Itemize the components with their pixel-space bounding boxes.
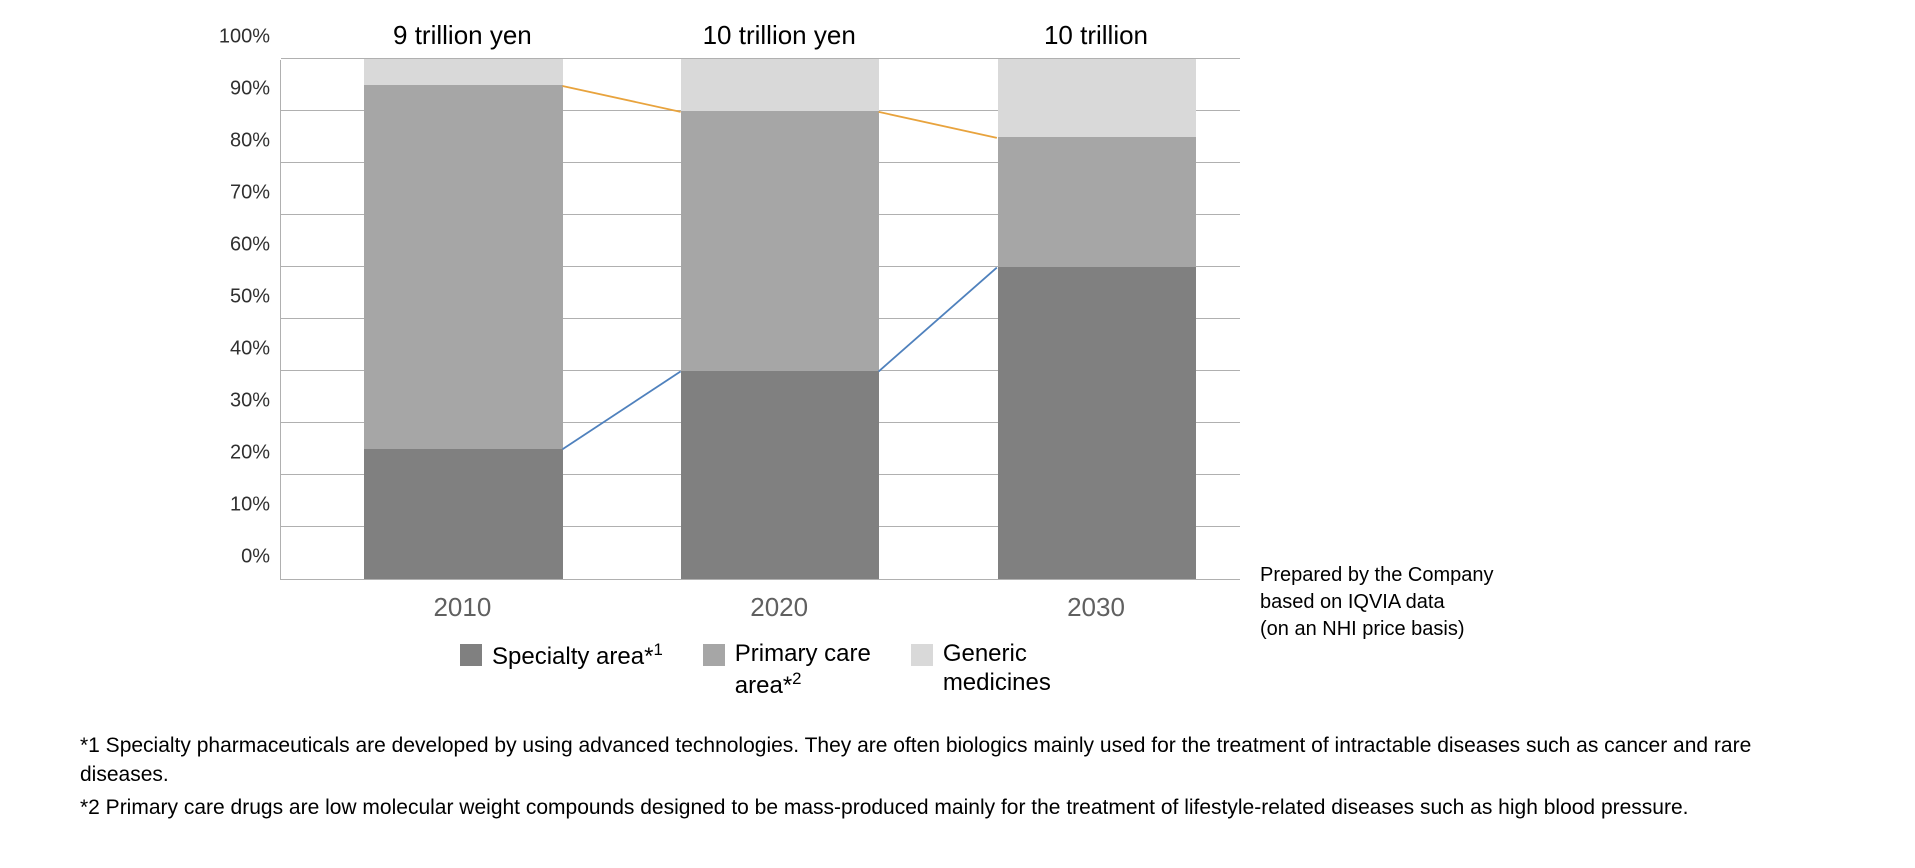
chart-top-label: 10 trillion yen [703,20,856,51]
y-tick-label: 50% [230,286,270,309]
specialty-top-line [562,371,680,449]
y-tick-label: 30% [230,390,270,413]
legend-swatch [703,644,725,666]
chart-container: 9 trillion yen10 trillion yen10 trillion… [200,20,1700,701]
legend-label: Specialty area*1 [492,640,663,672]
source-note-line: (on an NHI price basis) [1260,616,1560,643]
legend-item-primary_care: Primary carearea*2 [703,640,871,701]
bar [364,59,562,579]
footnote: *1 Specialty pharmaceuticals are develop… [80,731,1760,790]
legend-swatch [911,644,933,666]
bar-segment-primary_care [364,85,562,449]
x-tick-label: 2030 [1067,592,1125,623]
y-tick-label: 40% [230,338,270,361]
source-note: Prepared by the Companybased on IQVIA da… [1260,562,1560,643]
bar-segment-primary_care [681,111,879,371]
x-tick-label: 2010 [433,592,491,623]
y-axis: 0%10%20%30%40%50%60%70%80%90%100% [200,60,280,580]
top-labels-row: 9 trillion yen10 trillion yen10 trillion… [280,20,1240,60]
legend-label: Primary carearea*2 [735,640,871,701]
legend-item-generic: Genericmedicines [911,640,1051,698]
bar-segment-specialty [998,267,1196,579]
chart-top-label: 9 trillion yen [393,20,532,51]
primary-care-top-line [879,112,997,138]
x-tick-label: 2020 [750,592,808,623]
y-tick-label: 70% [230,182,270,205]
y-tick-label: 20% [230,442,270,465]
legend: Specialty area*1 Primary carearea*2 Generi… [460,640,1700,701]
source-note-line: Prepared by the Company [1260,562,1560,589]
y-tick-label: 0% [241,546,270,569]
primary-care-top-line [562,86,680,112]
plot-area [280,60,1240,580]
legend-swatch [460,644,482,666]
bar [681,59,879,579]
y-tick-label: 100% [219,26,270,49]
bar-segment-specialty [681,371,879,579]
y-tick-label: 90% [230,78,270,101]
bar-segment-primary_care [998,137,1196,267]
y-tick-label: 10% [230,494,270,517]
footnote: *2 Primary care drugs are low molecular … [80,793,1760,822]
bar-segment-specialty [364,449,562,579]
x-axis: 2010 2020 2030 [280,580,1240,640]
bar-segment-generic [681,59,879,111]
y-tick-label: 80% [230,130,270,153]
legend-item-specialty: Specialty area*1 [460,640,663,672]
bar [998,59,1196,579]
bar-segment-generic [998,59,1196,137]
footnotes: *1 Specialty pharmaceuticals are develop… [20,731,1760,823]
y-tick-label: 60% [230,234,270,257]
specialty-top-line [879,268,997,372]
bar-segment-generic [364,59,562,85]
source-note-line: based on IQVIA data [1260,589,1560,616]
legend-label: Genericmedicines [943,640,1051,698]
